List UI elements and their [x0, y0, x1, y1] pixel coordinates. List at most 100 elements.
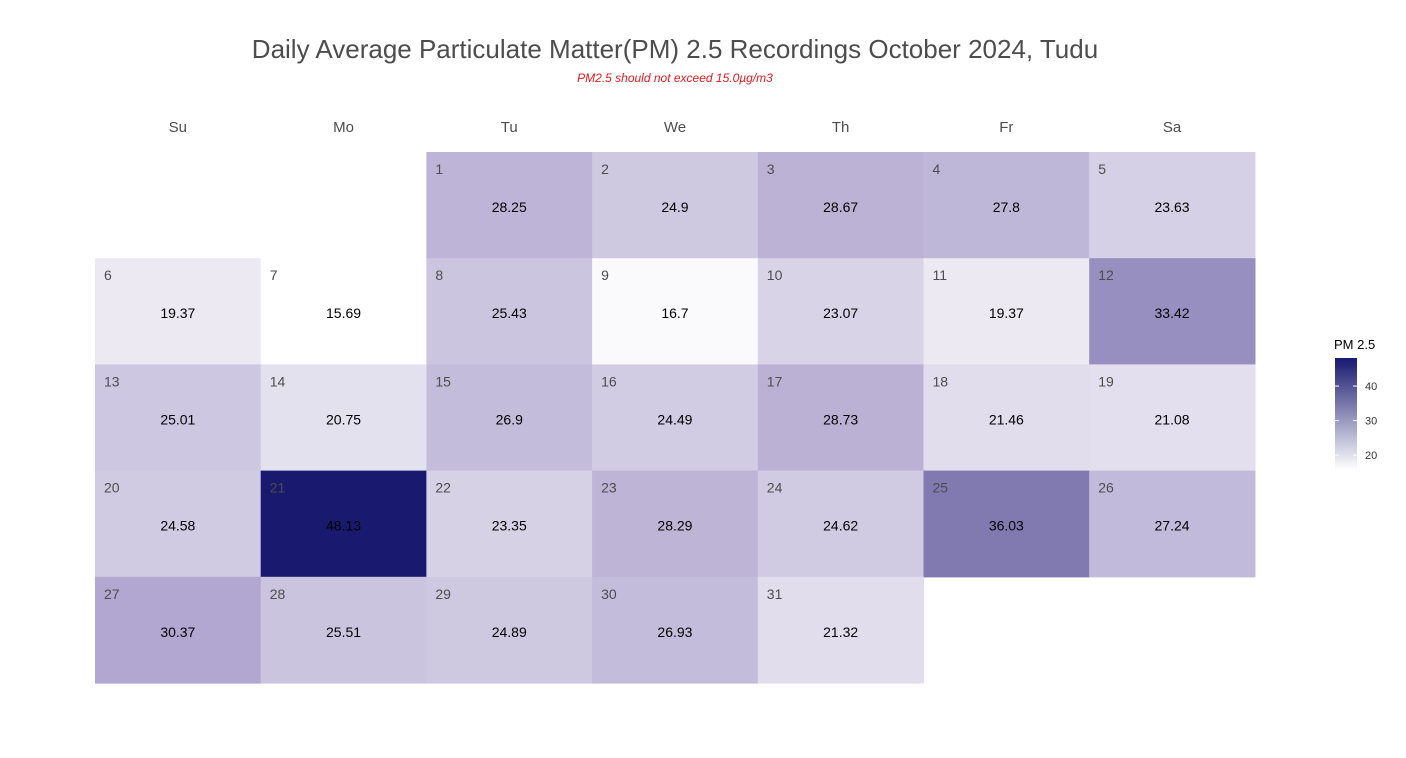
day-value: 20.75 [326, 411, 361, 427]
day-cell: 30 26.93 [592, 576, 759, 684]
day-number: 21 [270, 480, 286, 496]
day-number: 3 [767, 161, 775, 177]
day-number: 6 [104, 267, 112, 283]
day-cell-fill [95, 364, 262, 472]
day-cell-fill [260, 576, 427, 684]
day-cell-fill [426, 258, 593, 365]
day-value: 24.9 [661, 199, 688, 215]
day-number: 28 [270, 586, 286, 602]
day-cell: 16 24.49 [592, 364, 759, 472]
day-cell: 128.25 [426, 152, 593, 259]
day-number: 25 [933, 480, 949, 496]
day-value: 15.69 [326, 305, 361, 321]
day-cell: 15 26.9 [426, 364, 593, 472]
day-cell: 21 48.13 [260, 470, 427, 578]
day-value: 23.63 [1155, 199, 1190, 215]
day-number: 11 [933, 267, 948, 283]
day-cell-fill [426, 576, 593, 684]
day-value: 21.46 [989, 411, 1024, 427]
day-number: 26 [1098, 480, 1114, 496]
legend-colorbar [1335, 358, 1357, 470]
day-value: 19.37 [160, 305, 195, 321]
day-value: 25.43 [492, 305, 527, 321]
legend-tick-label: 40 [1365, 381, 1377, 393]
day-number: 22 [435, 480, 451, 496]
chart-title: Daily Average Particulate Matter(PM) 2.5… [252, 34, 1098, 64]
day-cell: 224.9 [592, 152, 759, 259]
legend-tick-label: 30 [1365, 416, 1377, 428]
weekday-label: Fr [999, 119, 1013, 136]
day-value: 28.29 [657, 518, 692, 534]
day-value: 25.01 [160, 411, 195, 427]
day-number: 13 [104, 373, 120, 389]
day-cell: 23 28.29 [592, 470, 759, 578]
day-cell: 13 25.01 [95, 364, 262, 472]
color-legend: PM 2.5 20 30 40 [1334, 337, 1377, 470]
day-value: 16.7 [661, 305, 688, 321]
day-value: 48.13 [326, 518, 361, 534]
day-cell: 12 33.42 [1089, 258, 1256, 365]
day-cell: 20 24.58 [95, 470, 262, 578]
day-cell-fill [592, 258, 759, 365]
day-cell: 328.67 [757, 152, 925, 259]
day-cell: 24 24.62 [757, 470, 925, 578]
weekday-label: We [664, 119, 686, 136]
day-cell-fill [592, 364, 759, 472]
day-number: 17 [767, 373, 783, 389]
day-value: 24.58 [160, 518, 195, 534]
day-cell-fill [923, 258, 1090, 365]
day-cell: 916.7 [592, 258, 759, 365]
day-value: 26.93 [657, 624, 692, 640]
day-value: 21.32 [823, 624, 858, 640]
day-number: 10 [767, 267, 783, 283]
day-cell-fill [426, 364, 593, 472]
day-cell-fill [1089, 364, 1256, 472]
day-value: 26.9 [496, 411, 523, 427]
day-cell: 11 19.37 [923, 258, 1090, 365]
day-number: 18 [933, 373, 949, 389]
day-cell-fill [757, 364, 925, 472]
day-number: 8 [435, 267, 443, 283]
weekday-label: Sa [1163, 119, 1182, 136]
day-value: 19.37 [989, 305, 1024, 321]
day-cell-fill [923, 470, 1090, 578]
day-cell: 17 28.73 [757, 364, 925, 472]
day-value: 23.07 [823, 305, 858, 321]
weekday-label: Su [169, 119, 187, 136]
day-cell-fill [426, 152, 593, 259]
day-cell-fill [592, 470, 759, 578]
chart-subtitle: PM2.5 should not exceed 15.0µg/m3 [577, 71, 773, 85]
day-number: 24 [767, 480, 783, 496]
day-cell: 619.37 [95, 258, 262, 365]
day-cell: 28 25.51 [260, 576, 427, 684]
day-cell: 27 30.37 [95, 576, 262, 684]
day-cell: 22 23.35 [426, 470, 593, 578]
day-cell-fill [592, 576, 759, 684]
day-cell: 18 21.46 [923, 364, 1090, 472]
day-cell-fill [426, 470, 593, 578]
day-cell-fill [260, 364, 427, 472]
day-number: 14 [270, 373, 286, 389]
day-cell: 25 36.03 [923, 470, 1090, 578]
legend-tick-label: 20 [1365, 450, 1377, 462]
legend-ticks: 20 30 40 [1335, 381, 1377, 462]
day-cell: 26 27.24 [1089, 470, 1256, 578]
day-cell-fill [923, 364, 1090, 472]
day-number: 19 [1098, 373, 1114, 389]
day-value: 33.42 [1155, 305, 1190, 321]
day-number: 23 [601, 480, 617, 496]
day-value: 23.35 [492, 518, 527, 534]
day-value: 28.73 [823, 411, 858, 427]
day-number: 30 [601, 586, 617, 602]
day-number: 20 [104, 480, 120, 496]
day-cell-fill [260, 470, 427, 578]
day-cell-fill [757, 258, 925, 365]
day-cell-fill [757, 152, 925, 259]
day-value: 25.51 [326, 624, 361, 640]
day-cell: 715.69 [260, 258, 427, 365]
day-cell-fill [757, 470, 925, 578]
day-cell: 14 20.75 [260, 364, 427, 472]
day-number: 9 [601, 267, 609, 283]
day-cell-fill [95, 470, 262, 578]
